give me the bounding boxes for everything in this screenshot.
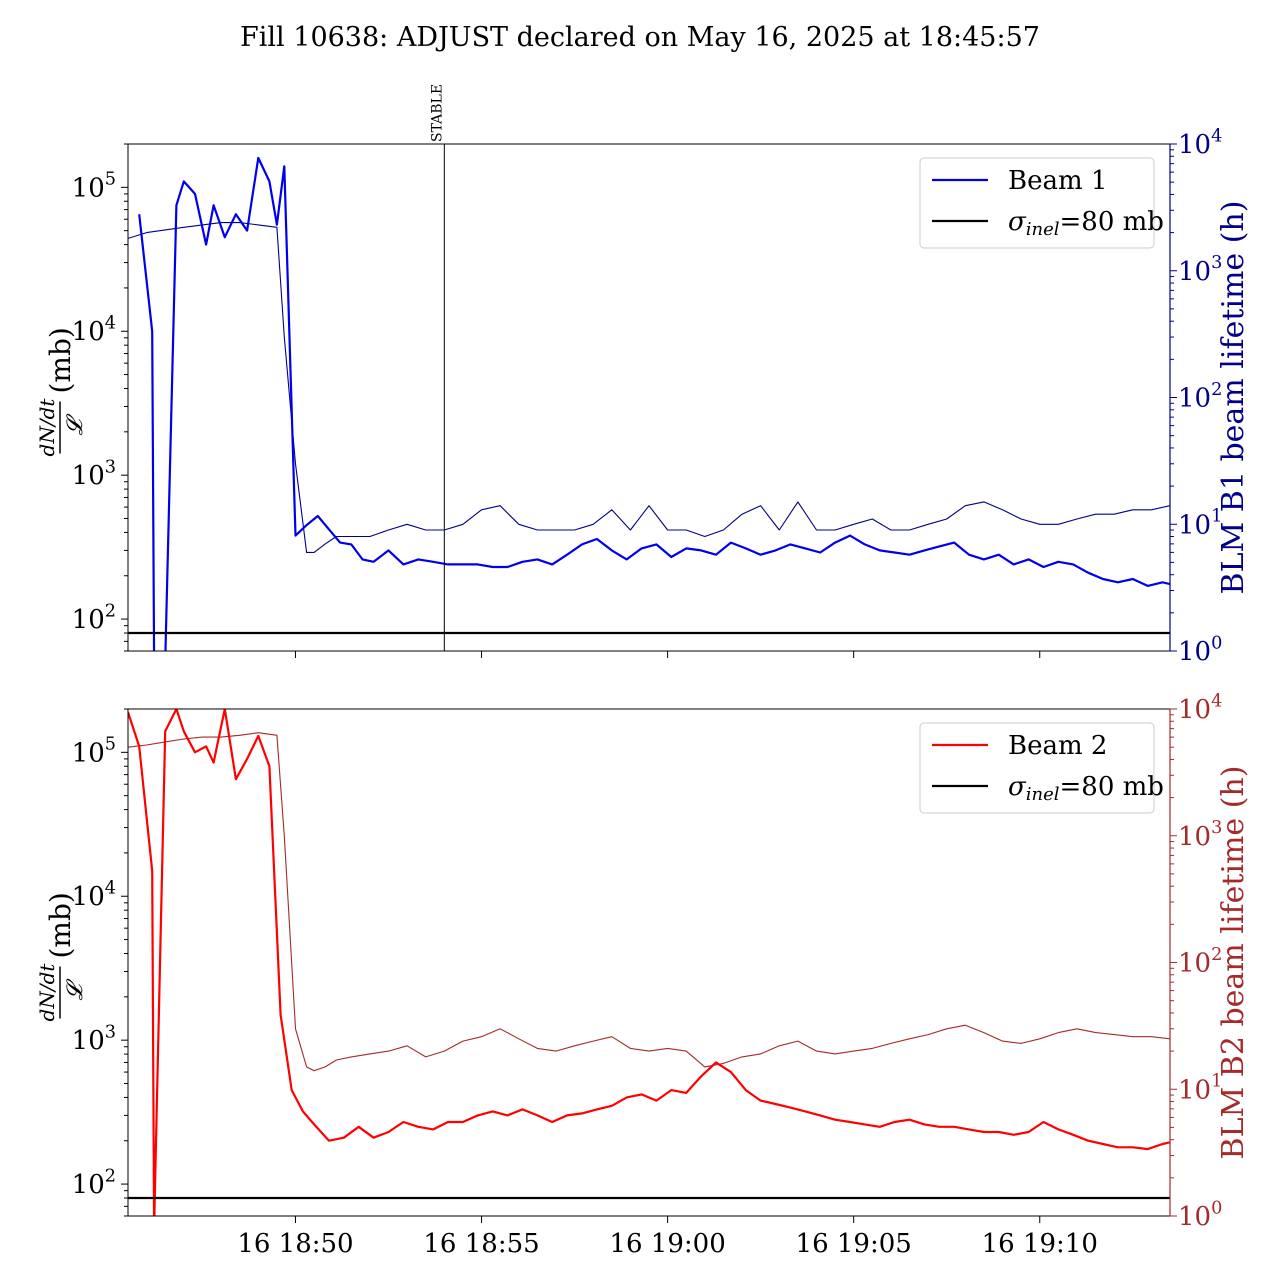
lifetime-series-line	[128, 732, 1170, 1072]
legend-entry-label: Beam 1	[1008, 166, 1107, 196]
y-axis-label: dN/dt 𝓛 (mb)	[35, 327, 88, 456]
y2-tick-label: 101	[1178, 507, 1222, 541]
y2-tick-label: 104	[1178, 691, 1222, 725]
beam-series-line	[128, 709, 1170, 1216]
legend: Beam 1 σinel=80 mb	[919, 157, 1164, 249]
y-tick-label: 105	[72, 170, 116, 204]
y-tick-label: 102	[72, 601, 116, 635]
y2-tick-label: 100	[1178, 1198, 1222, 1232]
y-label-numerator: dN/dt	[35, 398, 59, 457]
beam-series-line	[138, 156, 1170, 651]
y-label-denominator: 𝓛	[63, 414, 88, 436]
top-panel: STABLE 102 103 104 105 100 101 102 103 104 dN/dt 𝓛 (…	[35, 84, 1251, 667]
stable-marker-label: STABLE	[429, 84, 445, 142]
y2-tick-label: 102	[1178, 380, 1222, 414]
y2-axis-label: BLM B2 beam lifetime (h)	[1216, 766, 1251, 1160]
y2-axis-label: BLM B1 beam lifetime (h)	[1216, 201, 1251, 595]
y2-tick-label: 103	[1178, 253, 1222, 287]
y-label-unit: (mb)	[44, 327, 77, 393]
y2-tick-label: 102	[1178, 945, 1222, 979]
figure-title: Fill 10638: ADJUST declared on May 16, 2…	[240, 22, 1040, 53]
y-label-numerator: dN/dt	[35, 963, 59, 1022]
x-tick-label: 16 18:50	[237, 1229, 353, 1259]
x-tick-label: 16 19:10	[982, 1229, 1098, 1259]
y-tick-label: 102	[72, 1166, 116, 1200]
legend-entry-label: σinel=80 mb	[1008, 207, 1164, 240]
y2-tick-label: 103	[1178, 818, 1222, 852]
x-tick-label: 16 19:05	[796, 1229, 912, 1259]
y-axis-label: dN/dt 𝓛 (mb)	[35, 892, 88, 1021]
y-tick-label: 104	[72, 314, 116, 348]
x-tick-label: 16 19:00	[609, 1229, 725, 1259]
bottom-panel: 102 103 104 105 100 101 102 103 104 16 18:50 16 18…	[35, 691, 1251, 1259]
legend-entry-label: σinel=80 mb	[1008, 772, 1164, 805]
y-label-denominator: 𝓛	[63, 979, 88, 1001]
x-tick-label: 16 18:55	[423, 1229, 539, 1259]
y2-tick-label: 104	[1178, 126, 1222, 160]
y-tick-label: 103	[72, 457, 116, 491]
y-label-unit: (mb)	[44, 892, 77, 958]
legend-entry-label: Beam 2	[1008, 731, 1107, 761]
legend: Beam 2 σinel=80 mb	[919, 722, 1164, 814]
y-tick-label: 103	[72, 1022, 116, 1056]
plot-area	[128, 709, 1170, 1216]
y-tick-label: 105	[72, 735, 116, 769]
plot-area	[128, 156, 1170, 651]
y2-tick-label: 101	[1178, 1072, 1222, 1106]
y2-tick-label: 100	[1178, 633, 1222, 667]
lifetime-series-line	[128, 222, 1170, 553]
y-tick-label: 104	[72, 879, 116, 913]
